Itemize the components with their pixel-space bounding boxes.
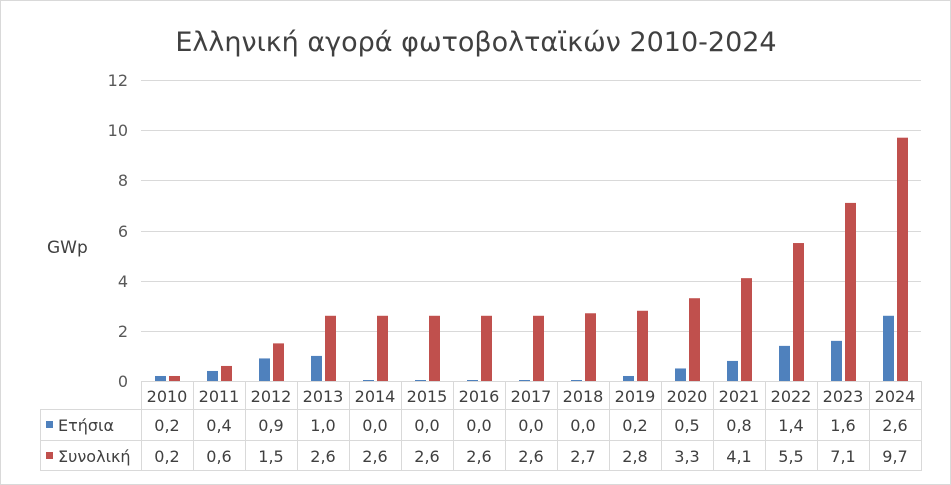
bar-series-1-2021 xyxy=(727,360,738,381)
data-table-cell: 0,0 xyxy=(362,416,387,435)
data-table-cell: 0,4 xyxy=(206,416,231,435)
legend-label-series-2: Συνολική xyxy=(58,447,131,466)
bar-series-2-2019 xyxy=(637,310,648,381)
bar-series-2-2012 xyxy=(273,343,284,381)
chart-title: Ελληνική αγορά φωτοβολταϊκών 2010-2024 xyxy=(175,27,776,58)
data-table-cell: 3,3 xyxy=(674,447,699,466)
data-table: 2010 2011 2012 2013 2014 2015 2016 2017 2018 2019… xyxy=(40,381,922,471)
x-tick-label: 2013 xyxy=(303,387,344,406)
bar-series-1-2018 xyxy=(571,380,582,381)
x-tick-label: 2019 xyxy=(615,387,656,406)
data-table-cell: 2,6 xyxy=(414,447,439,466)
x-tick-label: 2023 xyxy=(823,387,864,406)
x-tick-label: 2014 xyxy=(355,387,396,406)
y-tick-label: 12 xyxy=(108,71,128,90)
legend-label-series-1: Ετήσια xyxy=(58,416,114,435)
x-tick-label: 2020 xyxy=(667,387,708,406)
data-table-cell: 0,5 xyxy=(674,416,699,435)
x-tick-label: 2011 xyxy=(199,387,240,406)
bar-series-2-2021 xyxy=(741,278,752,381)
x-tick-label: 2015 xyxy=(407,387,448,406)
bar-series-2-2023 xyxy=(845,202,856,381)
data-table-cell: 2,6 xyxy=(882,416,907,435)
data-table-cell: 2,6 xyxy=(310,447,335,466)
data-table-cell: 0,2 xyxy=(154,416,179,435)
data-table-cell: 2,6 xyxy=(362,447,387,466)
bar-series-2-2011 xyxy=(221,365,232,381)
gridlines xyxy=(141,80,921,332)
bar-series-1-2011 xyxy=(207,370,218,381)
bar-series-2-2017 xyxy=(533,315,544,381)
bar-series-1-2023 xyxy=(831,340,842,381)
x-tick-label: 2018 xyxy=(563,387,604,406)
data-table-cell: 9,7 xyxy=(882,447,907,466)
data-table-cell: 0,2 xyxy=(622,416,647,435)
data-table-cell: 7,1 xyxy=(830,447,855,466)
x-tick-label: 2024 xyxy=(875,387,916,406)
y-axis-title: GWp xyxy=(47,238,88,258)
bar-series-1-2020 xyxy=(675,368,686,381)
x-tick-label: 2012 xyxy=(251,387,292,406)
x-tick-label: 2017 xyxy=(511,387,552,406)
legend-key-series-2 xyxy=(46,452,53,459)
x-tick-label: 2016 xyxy=(459,387,500,406)
data-table-cell: 0,0 xyxy=(570,416,595,435)
bar-series-2-2013 xyxy=(325,315,336,381)
data-table-cell: 0,0 xyxy=(466,416,491,435)
bar-series-2-2014 xyxy=(377,315,388,381)
data-table-cell: 2,7 xyxy=(570,447,595,466)
bar-series-1-2019 xyxy=(623,375,634,381)
x-tick-label: 2022 xyxy=(771,387,812,406)
y-tick-label: 0 xyxy=(118,372,128,391)
bar-series-2-2022 xyxy=(793,243,804,381)
series-2-bars xyxy=(169,137,908,381)
legend-key-series-1 xyxy=(46,421,53,428)
bar-series-2-2018 xyxy=(585,313,596,381)
data-table-cell: 2,6 xyxy=(518,447,543,466)
bar-series-2-2015 xyxy=(429,315,440,381)
bar-series-1-2013 xyxy=(311,355,322,381)
y-tick-label: 6 xyxy=(118,222,128,241)
bar-series-2-2024 xyxy=(897,137,908,381)
bar-series-1-2014 xyxy=(363,380,374,381)
y-tick-label: 2 xyxy=(118,322,128,341)
y-tick-label: 8 xyxy=(118,171,128,190)
bar-series-2-2020 xyxy=(689,298,700,381)
data-table-cell: 1,4 xyxy=(778,416,803,435)
bar-series-1-2022 xyxy=(779,345,790,381)
data-table-cell: 1,5 xyxy=(258,447,283,466)
data-table-cell: 0,8 xyxy=(726,416,751,435)
bar-series-1-2015 xyxy=(415,380,426,381)
x-tick-label: 2010 xyxy=(147,387,188,406)
data-table-cell: 0,6 xyxy=(206,447,231,466)
bar-series-2-2016 xyxy=(481,315,492,381)
data-table-cell: 0,9 xyxy=(258,416,283,435)
y-tick-label: 10 xyxy=(108,121,128,140)
data-table-cell: 4,1 xyxy=(726,447,751,466)
bar-series-1-2012 xyxy=(259,358,270,381)
series-1-bars xyxy=(155,315,894,381)
data-table-cell: 5,5 xyxy=(778,447,803,466)
data-table-cell: 0,0 xyxy=(518,416,543,435)
bar-series-1-2016 xyxy=(467,380,478,381)
x-tick-label: 2021 xyxy=(719,387,760,406)
bar-series-1-2017 xyxy=(519,380,530,381)
bar-series-1-2010 xyxy=(155,375,166,381)
data-table-cell: 2,8 xyxy=(622,447,647,466)
data-table-cell: 1,0 xyxy=(310,416,335,435)
y-tick-labels: 0 2 4 6 8 10 12 xyxy=(108,71,128,391)
bar-series-1-2024 xyxy=(883,315,894,381)
bar-series-2-2010 xyxy=(169,375,180,381)
data-table-cell: 2,6 xyxy=(466,447,491,466)
data-table-cell: 1,6 xyxy=(830,416,855,435)
y-tick-label: 4 xyxy=(118,272,128,291)
data-table-cell: 0,2 xyxy=(154,447,179,466)
data-table-cell: 0,0 xyxy=(414,416,439,435)
